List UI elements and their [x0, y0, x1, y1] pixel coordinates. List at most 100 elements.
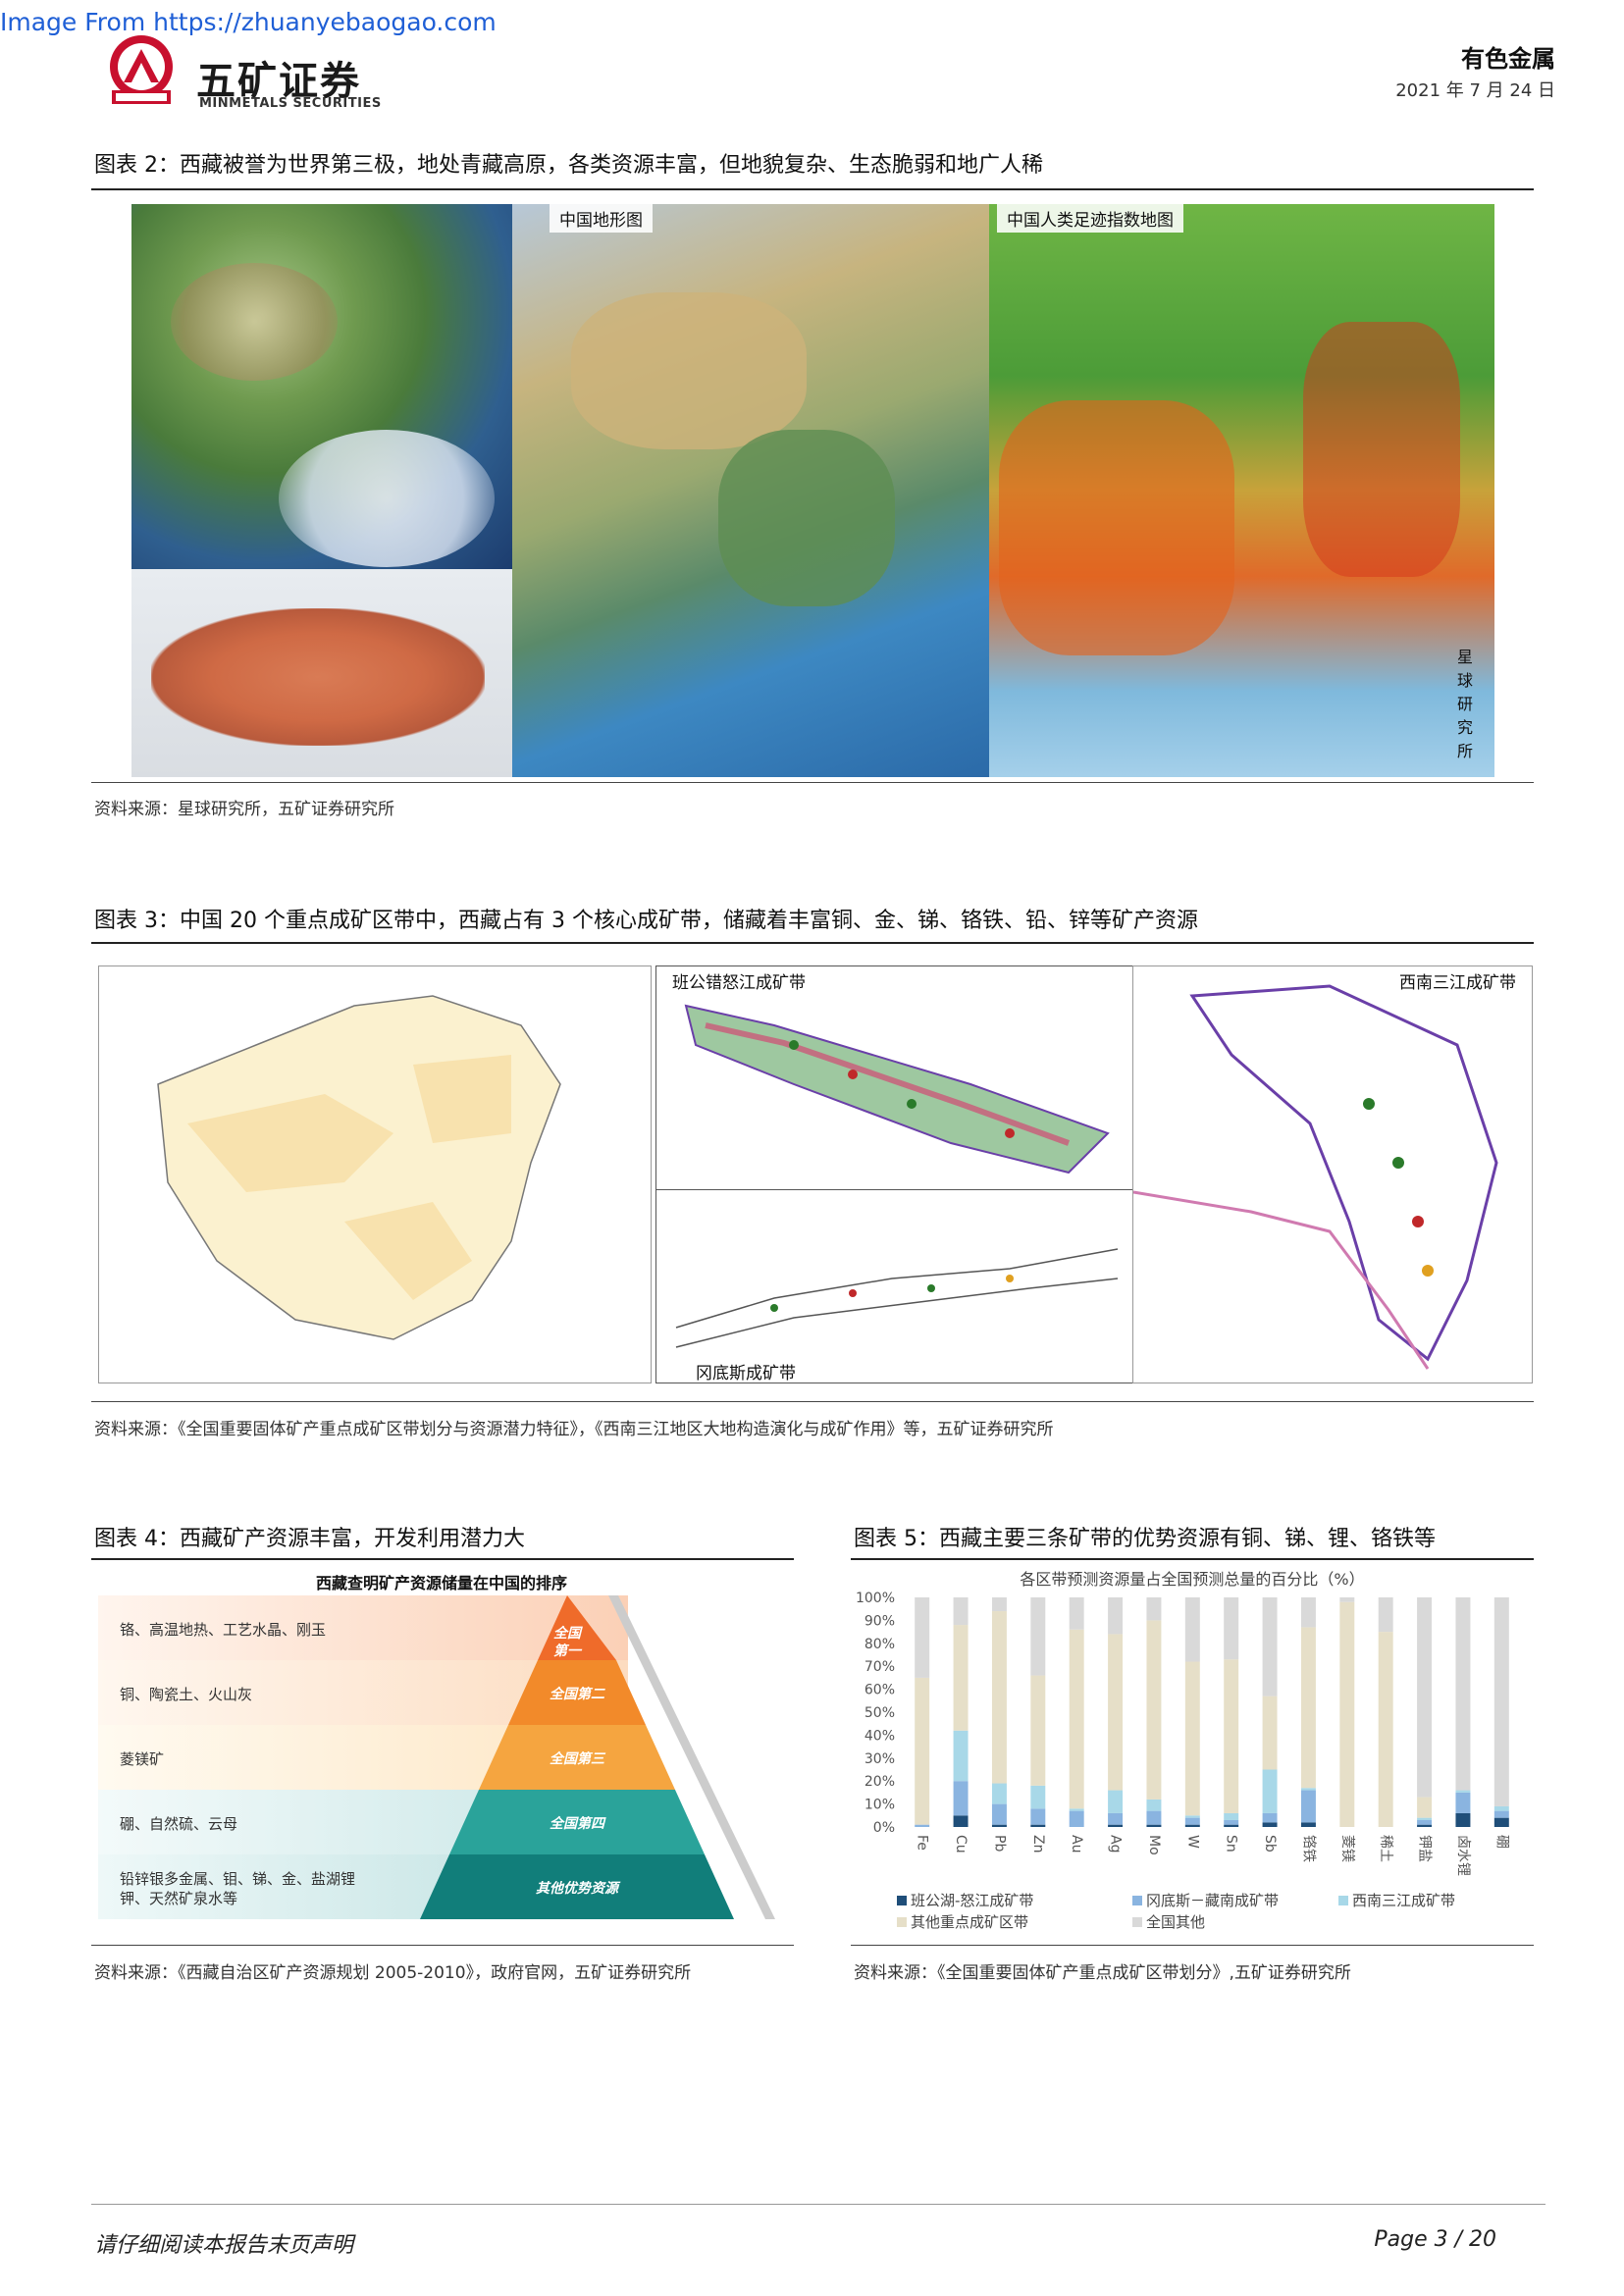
- legend-swatch: [1132, 1895, 1142, 1905]
- bar-segment: [1262, 1812, 1278, 1823]
- bar-segment: [1300, 1597, 1316, 1628]
- figure-2-bottom-rule: [91, 782, 1534, 783]
- bar-segment: [1030, 1675, 1046, 1786]
- x-tick-label: 稀土: [1378, 1835, 1393, 1862]
- x-tick-label: Au: [1069, 1835, 1084, 1852]
- bar-segment: [1300, 1822, 1316, 1827]
- figure-4-title: 图表 4：西藏矿产资源丰富，开发利用潜力大: [94, 1527, 525, 1551]
- bar-segment: [1262, 1769, 1278, 1813]
- bar-segment: [1224, 1597, 1239, 1660]
- footer-disclaimer: 请仔细阅读本报告末页声明: [94, 2233, 354, 2258]
- bar-segment: [1417, 1819, 1433, 1825]
- bar-segment: [1417, 1817, 1433, 1820]
- legend-swatch: [897, 1895, 907, 1905]
- legend-item: 西南三江成矿带: [1338, 1890, 1455, 1910]
- bar-segment: [991, 1803, 1007, 1825]
- legend-swatch: [1132, 1916, 1142, 1927]
- legend-item: 冈底斯－藏南成矿带: [1132, 1890, 1279, 1910]
- legend-label: 全国其他: [1146, 1913, 1206, 1931]
- legend-label: 西南三江成矿带: [1352, 1892, 1456, 1909]
- bar-segment: [1493, 1817, 1509, 1827]
- tier-2-label: 全国第二: [550, 1687, 604, 1702]
- bar-segment: [1108, 1597, 1124, 1635]
- figure-2-top-rule: [91, 188, 1534, 190]
- x-tick-label: 钾盐: [1417, 1835, 1433, 1862]
- bar-segment: [915, 1597, 930, 1678]
- bar-segment: [915, 1824, 930, 1827]
- bar-segment: [1146, 1824, 1162, 1827]
- bar-segment: [915, 1677, 930, 1825]
- sanjiang-belt-tag: 西南三江成矿带: [1389, 966, 1526, 995]
- legend-swatch: [1338, 1895, 1348, 1905]
- chart-legend: 班公湖-怒江成矿带 冈底斯－藏南成矿带 西南三江成矿带 其他重点成矿区带 全国其他: [854, 1890, 1531, 1933]
- bar-segment: [1184, 1817, 1200, 1825]
- minmetals-logo-icon: [110, 35, 173, 104]
- tier-5-items: 铅锌银多金属、钼、锑、金、盐湖锂钾、天然矿泉水等: [120, 1870, 356, 1907]
- china-terrain-map-image: 中国地形图: [512, 204, 989, 777]
- bar-segment: [1224, 1812, 1239, 1820]
- bar-segment: [953, 1625, 969, 1731]
- footer-rule: [91, 2204, 1545, 2205]
- terrain-map-tag: 中国地形图: [550, 204, 653, 233]
- gangdise-belt-svg: [675, 1248, 1119, 1348]
- y-tick-label: 0%: [873, 1820, 895, 1836]
- chart-plot: 0% 10% 20% 30% 40% 50% 60% 70% 80% 90% 100% Fe Cu Pb Z…: [856, 1592, 1509, 1876]
- tibet-plateau-map-image: [131, 569, 512, 777]
- watermark-link[interactable]: Image From https://zhuanyebaogao.com: [0, 8, 497, 36]
- bar-segment: [1108, 1790, 1124, 1813]
- bar-segment: [1184, 1824, 1200, 1827]
- y-tick-label: 100%: [856, 1592, 895, 1606]
- y-tick-label: 80%: [864, 1637, 895, 1652]
- bar-segment: [1146, 1620, 1162, 1800]
- china-metallogenic-belts-map: [98, 965, 652, 1383]
- figure-3-title: 图表 3：中国 20 个重点成矿区带中，西藏占有 3 个核心成矿带，储藏着丰富铜…: [94, 909, 1198, 933]
- bar-segment: [953, 1781, 969, 1816]
- gangdise-belt-tag: 冈底斯成矿带: [686, 1357, 806, 1383]
- legend-swatch: [897, 1916, 907, 1927]
- legend-item: 全国其他: [1132, 1911, 1205, 1932]
- bar-segment: [1069, 1810, 1084, 1827]
- tier-4-label: 全国第四: [550, 1816, 604, 1832]
- report-date: 2021 年 7 月 24 日: [1395, 80, 1555, 101]
- bangong-belt-tag: 班公错怒江成矿带: [662, 966, 815, 995]
- bar-segment: [991, 1611, 1007, 1784]
- bar-segment: [1262, 1597, 1278, 1696]
- legend-item: 班公湖-怒江成矿带: [897, 1890, 1033, 1910]
- bar-segment: [1493, 1597, 1509, 1806]
- pyramid-svg: [420, 1595, 775, 1919]
- figure-2-source: 资料来源：星球研究所，五矿证券研究所: [94, 800, 394, 819]
- y-tick-label: 10%: [864, 1798, 895, 1813]
- legend-label: 班公湖-怒江成矿带: [911, 1892, 1034, 1909]
- watermark-vertical-text: 星球研究所: [1457, 648, 1474, 760]
- report-sector: 有色金属: [1461, 45, 1555, 73]
- x-tick-label: Ag: [1108, 1835, 1124, 1852]
- bar-segment: [1417, 1797, 1433, 1818]
- bar-segment: [953, 1597, 969, 1626]
- bar-segment: [1069, 1597, 1084, 1630]
- y-tick-label: 50%: [864, 1705, 895, 1721]
- bar-segment: [1417, 1597, 1433, 1798]
- tier-4-items: 硼、自然硫、云母: [120, 1815, 238, 1833]
- band-1: [98, 1595, 628, 1660]
- figure-4-bottom-rule: [91, 1945, 794, 1946]
- tier-3-label: 全国第三: [550, 1751, 604, 1767]
- x-tick-label: Sb: [1262, 1835, 1278, 1852]
- bar-segment: [1184, 1597, 1200, 1662]
- x-tick-label: 卤水锂: [1455, 1835, 1471, 1876]
- x-tick-label: Pb: [991, 1835, 1007, 1852]
- bar-segment: [1300, 1627, 1316, 1789]
- figure-5-title: 图表 5：西藏主要三条矿带的优势资源有铜、锑、锂、铬铁等: [854, 1527, 1436, 1551]
- bar-segment: [1108, 1812, 1124, 1825]
- bar-segment: [991, 1597, 1007, 1612]
- bar-segment: [1069, 1629, 1084, 1809]
- gangdise-belt-map: 冈底斯成矿带: [655, 1189, 1134, 1383]
- bar-segment: [1339, 1601, 1355, 1827]
- sanjiang-belt-svg: [1133, 984, 1498, 1370]
- footer-page-number: Page 3 / 20: [1374, 2227, 1496, 2252]
- bar-segment: [1262, 1696, 1278, 1770]
- chart-title: 各区带预测资源量占全国预测总量的百分比（%）: [1020, 1570, 1365, 1589]
- bar-segment: [1417, 1824, 1433, 1827]
- bar-segment: [1378, 1632, 1393, 1827]
- figure-3-source: 资料来源：《全国重要固体矿产重点成矿区带划分与资源潜力特征》，《西南三江地区大地…: [94, 1420, 1054, 1439]
- x-tick-label: Mo: [1146, 1835, 1162, 1855]
